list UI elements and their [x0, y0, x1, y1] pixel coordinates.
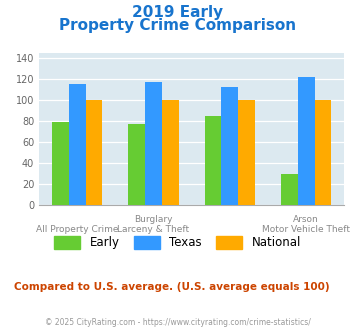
Legend: Early, Texas, National: Early, Texas, National [52, 233, 303, 251]
Bar [298, 77, 315, 205]
Bar [238, 100, 255, 205]
Text: Burglary: Burglary [134, 215, 173, 224]
Bar [315, 100, 331, 205]
Text: Motor Vehicle Theft: Motor Vehicle Theft [262, 225, 350, 234]
Text: © 2025 CityRating.com - https://www.cityrating.com/crime-statistics/: © 2025 CityRating.com - https://www.city… [45, 318, 310, 327]
Bar [205, 115, 222, 205]
Text: 2019 Early: 2019 Early [132, 5, 223, 20]
Bar [52, 122, 69, 205]
Bar [222, 87, 238, 205]
Text: Compared to U.S. average. (U.S. average equals 100): Compared to U.S. average. (U.S. average … [14, 282, 330, 292]
Bar [145, 82, 162, 205]
Text: Property Crime Comparison: Property Crime Comparison [59, 18, 296, 33]
Text: All Property Crime: All Property Crime [36, 225, 119, 234]
Bar [162, 100, 179, 205]
Text: Larceny & Theft: Larceny & Theft [118, 225, 190, 234]
Bar [129, 124, 145, 205]
Bar [69, 84, 86, 205]
Text: Arson: Arson [293, 215, 319, 224]
Bar [281, 174, 298, 205]
Bar [86, 100, 102, 205]
